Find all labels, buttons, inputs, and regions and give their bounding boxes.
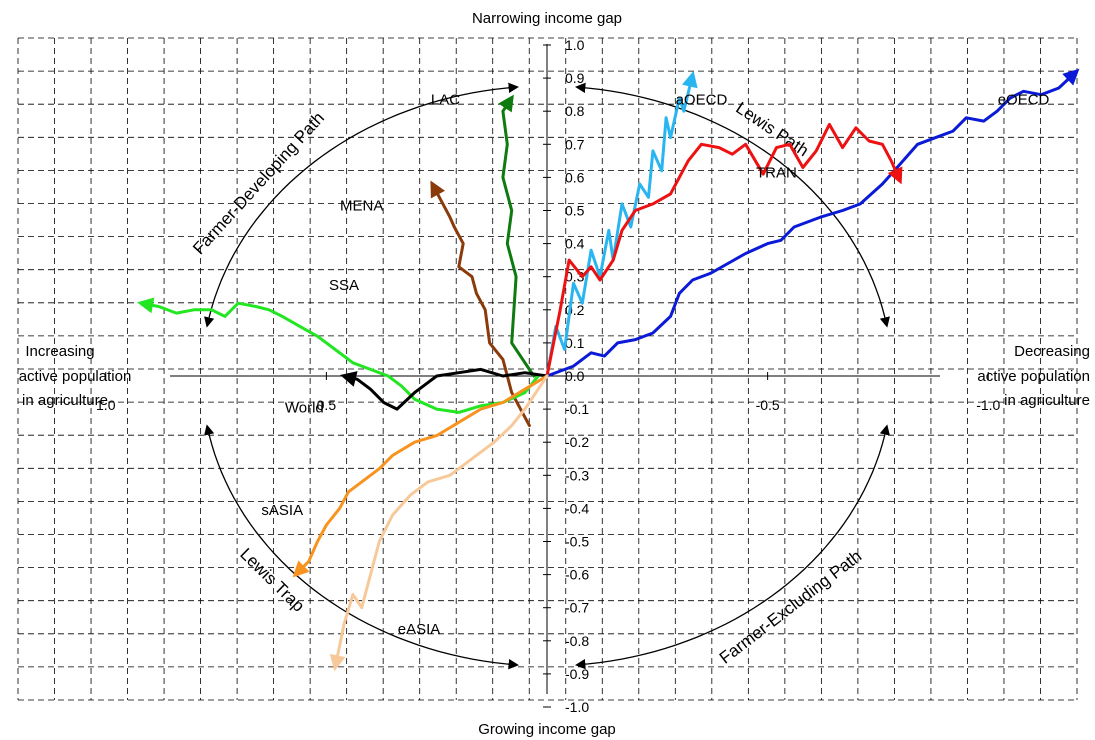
series-label: World bbox=[285, 399, 324, 416]
series-line bbox=[545, 70, 1078, 378]
series-arrowhead bbox=[682, 70, 698, 89]
bottom-label: Growing income gap bbox=[478, 721, 616, 738]
path-arc bbox=[204, 424, 519, 670]
series-line bbox=[545, 122, 902, 378]
right-label-line-3: in agriculture bbox=[1004, 392, 1090, 409]
x-tick-label: -0.5 bbox=[756, 397, 780, 413]
x-tick-label: -1.0 bbox=[976, 397, 1000, 413]
series-arrowhead bbox=[498, 94, 514, 113]
x-tick-label: 0.5 bbox=[317, 397, 337, 413]
y-tick-label: -0.5 bbox=[565, 534, 589, 550]
series-line bbox=[342, 367, 549, 411]
path-label: Lewis Path bbox=[732, 98, 812, 160]
series-arrowhead bbox=[1062, 68, 1080, 86]
path-label: Farmer-Excluding Path bbox=[716, 546, 865, 667]
series-line bbox=[430, 182, 531, 428]
series-labels: eOECD aOECD TRAN LAC MENA SSA World sASIA eASIA bbox=[261, 92, 1049, 639]
y-tick-label: 0.0 bbox=[565, 368, 585, 384]
series-arrowhead bbox=[137, 297, 155, 314]
series-line bbox=[294, 374, 549, 577]
y-tick-label: 0.1 bbox=[565, 335, 585, 351]
series-line bbox=[139, 301, 540, 414]
series-line bbox=[333, 374, 549, 669]
y-tick-label: -0.4 bbox=[565, 500, 589, 516]
y-tick-label: 0.8 bbox=[565, 103, 585, 119]
series-arrowhead bbox=[340, 371, 358, 387]
series-label: sASIA bbox=[261, 502, 303, 519]
series-arrowhead bbox=[430, 180, 445, 199]
y-tick-label: -0.1 bbox=[565, 401, 589, 417]
y-tick-label: 0.4 bbox=[565, 236, 585, 252]
series-label: SSA bbox=[329, 277, 359, 294]
series-arrowhead bbox=[329, 653, 346, 672]
top-label: Narrowing income gap bbox=[472, 10, 622, 27]
series-label: aOECD bbox=[676, 92, 728, 109]
left-label-line-1: Increasing bbox=[25, 343, 94, 360]
y-tick-label: -0.6 bbox=[565, 567, 589, 583]
path-label: Farmer-Developing Path bbox=[189, 108, 328, 258]
series-arrowhead bbox=[292, 560, 310, 578]
path-arc bbox=[204, 82, 519, 328]
y-tick-label: -0.7 bbox=[565, 600, 589, 616]
series-label: LAC bbox=[431, 92, 460, 109]
series-line bbox=[545, 73, 695, 378]
y-tick-label: 0.6 bbox=[565, 169, 585, 185]
y-tick-label: -0.3 bbox=[565, 467, 589, 483]
series-label: eASIA bbox=[398, 621, 441, 638]
path-arc bbox=[575, 82, 890, 328]
path-label: Lewis Trap bbox=[236, 544, 308, 615]
series-lines bbox=[137, 68, 1080, 672]
series-label: TRAN bbox=[756, 164, 797, 181]
series-arrowhead bbox=[887, 166, 903, 185]
path-arc bbox=[575, 424, 890, 670]
y-tick-label: -1.0 bbox=[565, 699, 589, 715]
y-tick-label: 1.0 bbox=[565, 37, 585, 53]
left-label-line-2: active population bbox=[19, 368, 132, 385]
series-label: MENA bbox=[340, 198, 383, 215]
y-tick-label: 0.9 bbox=[565, 70, 585, 86]
right-label-line-2: active population bbox=[977, 368, 1090, 385]
y-tick-label: -0.9 bbox=[565, 666, 589, 682]
y-tick-label: 0.7 bbox=[565, 136, 585, 152]
left-label-line-3: in agriculture bbox=[22, 392, 108, 409]
right-label-line-1: Decreasing bbox=[1014, 343, 1090, 360]
x-tick-label: 1.0 bbox=[96, 397, 116, 413]
series-line bbox=[501, 96, 536, 378]
y-tick-label: -0.8 bbox=[565, 633, 589, 649]
y-tick-label: -0.2 bbox=[565, 434, 589, 450]
y-tick-label: 0.5 bbox=[565, 203, 585, 219]
series-label: eOECD bbox=[998, 92, 1050, 109]
